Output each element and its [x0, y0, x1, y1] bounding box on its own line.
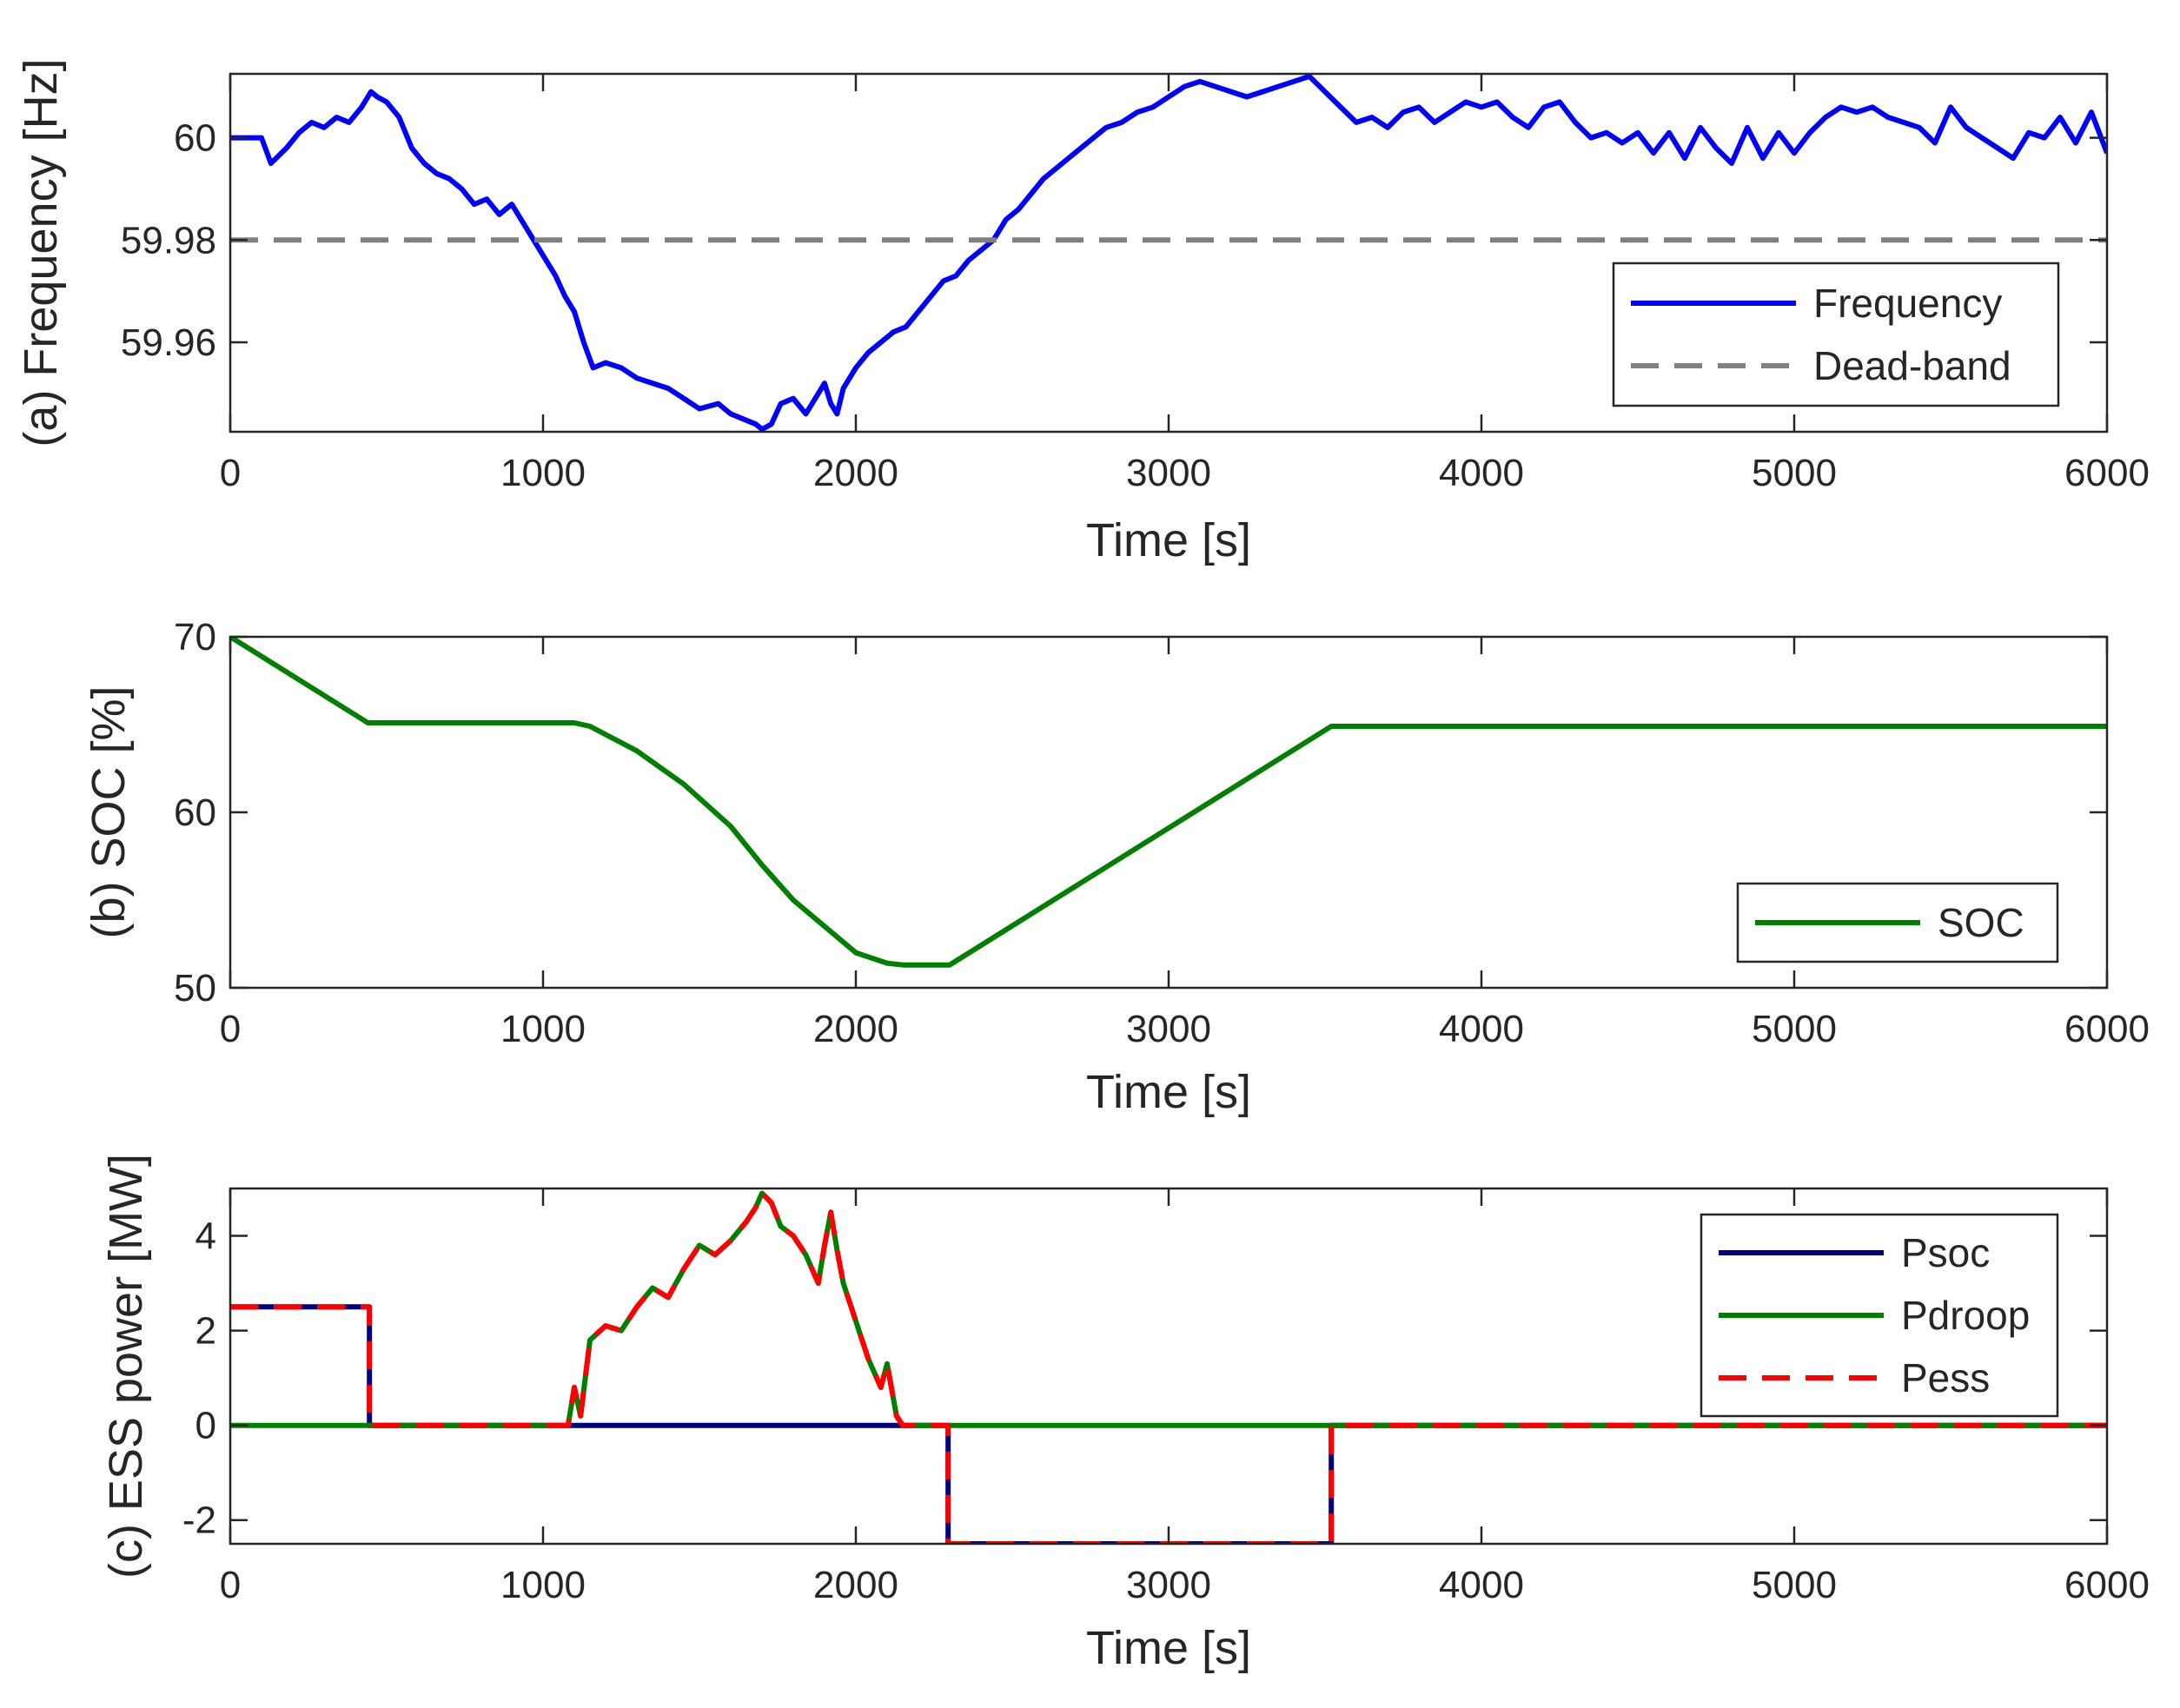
legend: Psoc Pdroop Pess: [1700, 1213, 2059, 1418]
y-tick-label: 0: [195, 1405, 216, 1447]
y-tick-label: -2: [182, 1499, 216, 1542]
legend-box: [1612, 261, 2060, 407]
x-tick-label: 4000: [1439, 1564, 1524, 1606]
x-tick-label: 1000: [500, 1564, 586, 1606]
panel-b: 0 1000 2000 3000 4000 5000 6000 50 60 70 Time [s] (…: [83, 616, 2150, 1118]
x-tick-label: 1000: [500, 452, 586, 494]
legend-label: SOC: [1938, 900, 2024, 945]
x-tick-label: 2000: [813, 1564, 898, 1606]
x-tick-label: 5000: [1752, 452, 1837, 494]
y-tick-label: 60: [174, 791, 216, 834]
series-line-soc: [230, 637, 2107, 968]
x-tick-label: 6000: [2064, 1564, 2150, 1606]
y-tick-label: 4: [195, 1215, 216, 1258]
y-axis-label: (c) ESS power [MW]: [100, 1154, 152, 1579]
x-tick-label: 3000: [1126, 452, 1211, 494]
y-tick-label: 50: [174, 967, 216, 1010]
x-tick-label: 2000: [813, 452, 898, 494]
x-tick-label: 4000: [1439, 1008, 1524, 1050]
legend: SOC: [1736, 882, 2059, 963]
x-tick-label: 5000: [1752, 1008, 1837, 1050]
y-tick-label: 70: [174, 616, 216, 659]
y-tick-label: 59.96: [121, 321, 216, 364]
legend-label: Pdroop: [1901, 1293, 2030, 1338]
y-tick-label: 59.98: [121, 219, 216, 261]
y-axis-label: (b) SOC [%]: [83, 685, 135, 938]
x-tick-label: 3000: [1126, 1564, 1211, 1606]
legend-label: Dead-band: [1813, 343, 2011, 388]
x-tick-label: 0: [220, 452, 241, 494]
y-tick-label: 2: [195, 1310, 216, 1353]
x-axis-label: Time [s]: [1086, 1066, 1251, 1118]
series-line-frequency: [230, 74, 2107, 432]
legend-label: Psoc: [1901, 1230, 1990, 1275]
x-tick-label: 4000: [1439, 452, 1524, 494]
panel-a: 0 1000 2000 3000 4000 5000 6000 59.96 59.98 60 Tim…: [15, 58, 2150, 566]
x-tick-label: 5000: [1752, 1564, 1837, 1606]
series-group: [230, 637, 2107, 968]
x-axis-label: Time [s]: [1086, 1622, 1251, 1674]
x-axis-label: Time [s]: [1086, 514, 1251, 566]
series-group: [230, 1190, 2107, 1544]
legend-label: Frequency: [1813, 281, 2002, 326]
x-tick-label: 3000: [1126, 1008, 1211, 1050]
x-tick-label: 0: [220, 1564, 241, 1606]
x-tick-label: 6000: [2064, 452, 2150, 494]
legend: Frequency Dead-band: [1612, 261, 2060, 407]
x-tick-label: 1000: [500, 1008, 586, 1050]
x-tick-label: 6000: [2064, 1008, 2150, 1050]
x-tick-label: 0: [220, 1008, 241, 1050]
series-line-pess: [230, 1190, 2107, 1544]
series-group: [230, 74, 2107, 432]
y-tick-label: 60: [174, 117, 216, 160]
x-tick-label: 2000: [813, 1008, 898, 1050]
legend-label: Pess: [1901, 1355, 1990, 1400]
y-axis-label: (a) Frequency [Hz]: [15, 58, 67, 447]
